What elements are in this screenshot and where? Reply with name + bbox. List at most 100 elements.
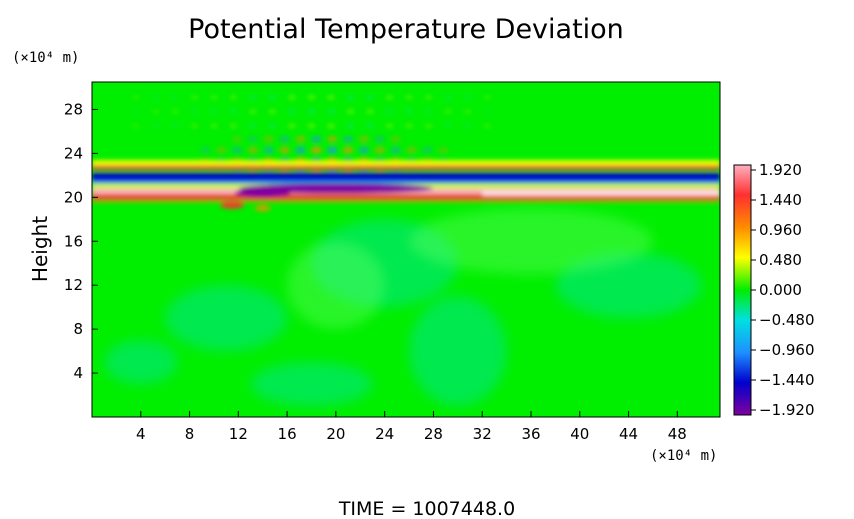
colorbar-ticks: 1.920 1.440 0.960 0.480 0.000 −0.480 −0.960 −1.… [751, 161, 815, 419]
wave-ring-cell [463, 94, 472, 100]
wave-ring-cell [366, 94, 375, 100]
wave-ring-cell [366, 123, 375, 129]
wave-ring-cell [170, 109, 179, 115]
band [92, 194, 720, 200]
wave-cell [232, 146, 243, 154]
dipole-bands [92, 159, 720, 212]
y-tick-label: 4 [73, 364, 83, 382]
band-highlight [482, 190, 720, 196]
y-tick-label: 20 [64, 188, 83, 206]
wave-cell [279, 135, 290, 143]
wave-ring-cell [405, 109, 414, 115]
time-stamp: TIME = 1007448.0 [338, 498, 515, 519]
x-tick-label: 40 [570, 425, 589, 443]
wave-ring-cell [327, 94, 336, 100]
wave-ring-cell [463, 123, 472, 129]
colorbar-label: −1.440 [759, 371, 815, 389]
wave-cell [311, 146, 322, 154]
y-tick-label: 24 [64, 144, 83, 162]
positive-blob [220, 201, 245, 210]
wave-ring-cell [307, 94, 316, 100]
wave-cell [247, 135, 258, 143]
wave-ring-cell [151, 109, 160, 115]
wave-ring-cell [346, 94, 355, 100]
x-tick-label: 24 [375, 425, 394, 443]
wave-ring-cell [248, 109, 257, 115]
wave-cell [406, 146, 417, 154]
wave-ring-cell [190, 123, 199, 129]
wave-ring-cell [483, 123, 492, 129]
x-tick-label: 36 [521, 425, 540, 443]
wave-ring-cell [268, 123, 277, 129]
wave-ring-cell [346, 109, 355, 115]
wave-cell [216, 146, 227, 154]
x-axis: 4 8 12 16 20 24 28 32 36 40 44 48 [136, 411, 687, 443]
wave-ring-cell [307, 109, 316, 115]
colorbar-label: 1.440 [759, 191, 802, 209]
x-tick-label: 32 [473, 425, 492, 443]
wave-cell [374, 135, 385, 143]
wave-cell [327, 135, 338, 143]
wave-ring-cell [248, 94, 257, 100]
wave-ring-cell [444, 109, 453, 115]
wave-cell [311, 135, 322, 143]
band [92, 199, 720, 203]
wave-cell [295, 146, 306, 154]
wave-ring-cell [424, 123, 433, 129]
wave-ring-cell [307, 123, 316, 129]
x-tick-label: 16 [278, 425, 297, 443]
wave-ring-cell [444, 94, 453, 100]
x-tick-label: 44 [619, 425, 638, 443]
wave-ring-cell [483, 94, 492, 100]
band [92, 159, 720, 166]
y-tick-label: 8 [73, 320, 83, 338]
wave-ring-cell [151, 123, 160, 129]
band [92, 165, 720, 170]
y-axis: 4 8 12 16 20 24 28 [64, 100, 98, 382]
wave-ring-cell [424, 94, 433, 100]
band [92, 173, 720, 181]
wave-cell [374, 146, 385, 154]
wave-ring-cell [287, 123, 296, 129]
wave-ring-cell [327, 123, 336, 129]
wave-cell [358, 146, 369, 154]
field-patch [409, 296, 507, 407]
x-tick-label: 4 [136, 425, 146, 443]
wave-ring-cell [385, 123, 394, 129]
wave-ring-cell [209, 109, 218, 115]
x-tick-label: 28 [424, 425, 443, 443]
wave-ring-cell [424, 109, 433, 115]
wave-cell [263, 135, 274, 143]
wave-ring-cell [170, 123, 179, 129]
wave-cell [358, 135, 369, 143]
wave-ring-cell [209, 123, 218, 129]
wave-ring-cell [229, 109, 238, 115]
wave-ring-cell [190, 94, 199, 100]
wave-ring-cell [268, 94, 277, 100]
colorbar: 1.920 1.440 0.960 0.480 0.000 −0.480 −0.960 −1.… [733, 161, 815, 419]
field-lightpatches [287, 208, 653, 330]
colorbar-scale [733, 164, 752, 416]
wave-cell [232, 135, 243, 143]
wave-ring-cell [229, 94, 238, 100]
wave-cell [438, 146, 449, 154]
wave-ring-cell [287, 94, 296, 100]
wave-cell [390, 146, 401, 154]
chart-title: Potential Temperature Deviation [188, 14, 624, 45]
wave-cell [247, 146, 258, 154]
wave-ring-cell [131, 94, 140, 100]
y-tick-label: 16 [64, 232, 83, 250]
wave-cell [263, 146, 274, 154]
wave-ring-cell [131, 109, 140, 115]
wave-ring-cell [385, 94, 394, 100]
field-lightpatch [287, 241, 385, 330]
negative-core [234, 188, 291, 197]
plot-frame [91, 81, 721, 418]
wave-ring-cell [444, 123, 453, 129]
wave-ring-cell [287, 109, 296, 115]
wave-cell [343, 135, 354, 143]
wave-cell [295, 135, 306, 143]
wave-cell [327, 146, 338, 154]
wave-ring-cell [346, 123, 355, 129]
